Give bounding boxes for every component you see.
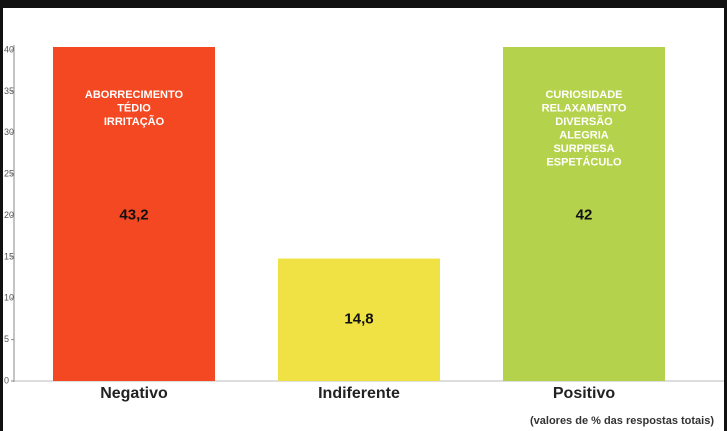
note: (valores de % das respostas totais) xyxy=(530,415,714,427)
y-tick-label: 25 xyxy=(4,169,14,179)
y-tick-label: 0 xyxy=(4,375,9,385)
bar-text: DIVERSÃO xyxy=(555,115,613,128)
y-tick-label: 5 xyxy=(4,334,9,344)
bar-text: ABORRECIMENTO xyxy=(85,89,184,101)
y-tick-label: 10 xyxy=(4,293,14,303)
bar xyxy=(53,47,215,382)
bar xyxy=(278,258,440,381)
bar-text: IRRITAÇÃO xyxy=(104,115,165,128)
bar xyxy=(503,47,665,381)
x-tick-label: Positivo xyxy=(553,385,615,402)
bar-text: CURIOSIDADE xyxy=(545,89,622,101)
bar-text: SURPRESA xyxy=(553,143,614,155)
bars xyxy=(53,47,665,382)
bar-text: TÉDIO xyxy=(117,101,151,114)
y-tick-label: 15 xyxy=(4,251,14,261)
value-label: 42 xyxy=(576,206,593,223)
bar-text: ESPETÁCULO xyxy=(546,155,622,168)
bar-text: ALEGRIA xyxy=(559,129,609,141)
y-tick-label: 35 xyxy=(4,86,14,96)
y-tick-label: 20 xyxy=(4,210,14,220)
value-label: 43,2 xyxy=(119,206,148,223)
y-tick-label: 40 xyxy=(4,44,14,54)
x-tick-label: Negativo xyxy=(100,385,168,402)
x-tick-label: Indiferente xyxy=(318,385,400,402)
bar-text: RELAXAMENTO xyxy=(542,102,627,114)
value-label: 14,8 xyxy=(344,311,373,328)
y-tick-label: 30 xyxy=(4,127,14,137)
